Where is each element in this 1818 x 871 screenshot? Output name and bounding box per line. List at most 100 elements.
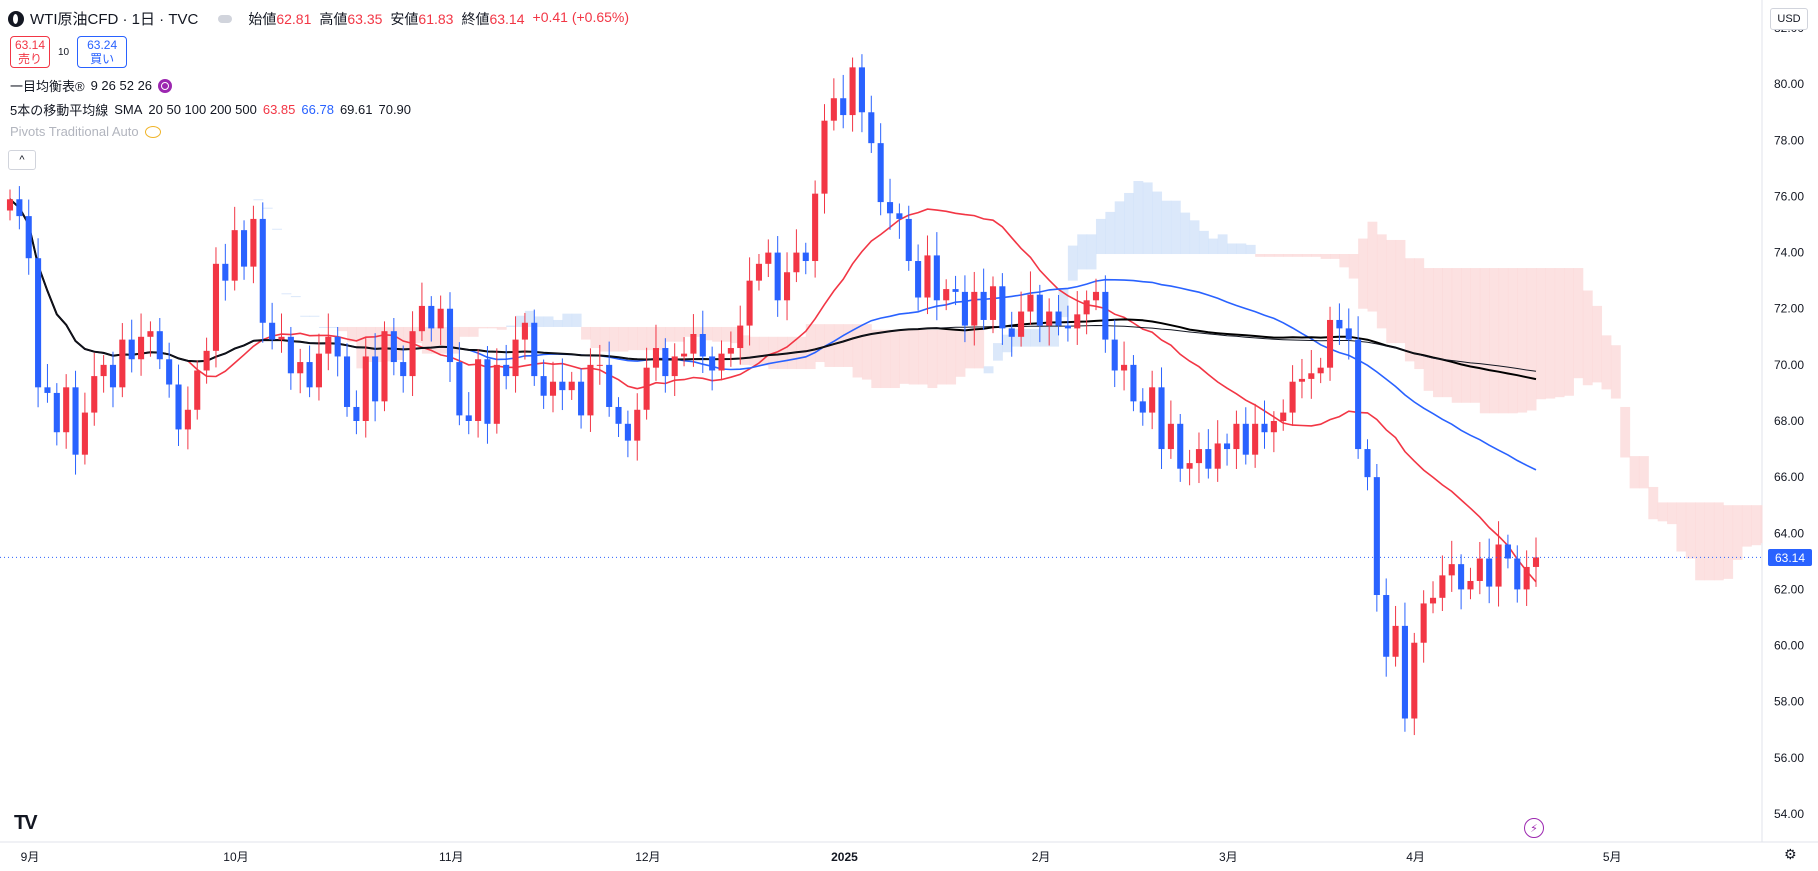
candle-body bbox=[456, 362, 463, 416]
x-tick-label: 10月 bbox=[223, 850, 248, 864]
candle-body bbox=[1476, 558, 1483, 581]
ichimoku-cloud-segment bbox=[421, 326, 432, 354]
ohlc-value: 62.81 bbox=[276, 10, 312, 27]
candle-body bbox=[784, 272, 791, 301]
candle-body bbox=[1439, 575, 1446, 598]
ichimoku-cloud-segment bbox=[384, 326, 395, 362]
chart-header: WTI原油CFD · 1日 · TVC 始値62.81 高値63.35 安値61.8… bbox=[8, 8, 629, 29]
candle-body bbox=[1139, 401, 1146, 413]
ichimoku-cloud-segment bbox=[852, 324, 863, 378]
ichimoku-cloud-segment bbox=[1461, 268, 1471, 403]
candle-body bbox=[868, 112, 875, 144]
ichimoku-cloud-segment bbox=[665, 326, 676, 342]
ichimoku-cloud-segment bbox=[1039, 324, 1050, 347]
ichimoku-cloud-segment bbox=[1713, 502, 1724, 581]
ichimoku-cloud-segment bbox=[365, 326, 376, 363]
settings-gear-icon[interactable]: ⚙ bbox=[1784, 846, 1797, 862]
indicator-ichimoku[interactable]: 一目均衡表® 9 26 52 26 bbox=[10, 76, 173, 95]
indicator-pivots[interactable]: Pivots Traditional Auto bbox=[10, 124, 161, 139]
candle-body bbox=[184, 409, 191, 430]
candle-body bbox=[1345, 328, 1352, 340]
candle-body bbox=[699, 333, 706, 357]
collapse-legend-icon[interactable] bbox=[218, 14, 233, 23]
ichimoku-cloud-segment bbox=[1657, 502, 1668, 522]
buy-button[interactable]: 63.24 買い bbox=[77, 36, 128, 68]
ichimoku-cloud-segment bbox=[777, 336, 788, 370]
refresh-cycle-icon[interactable] bbox=[158, 78, 173, 93]
ichimoku-cloud-segment bbox=[1723, 505, 1734, 579]
lightning-bolt-icon[interactable]: ⚡ bbox=[1524, 818, 1544, 838]
candle-body bbox=[25, 216, 32, 259]
candle-body bbox=[1326, 319, 1334, 368]
ichimoku-cloud-segment bbox=[1648, 486, 1659, 520]
candle-body bbox=[877, 143, 884, 203]
indicator-sma[interactable]: 5本の移動平均線 SMA 20 50 100 200 500 63.85 66.… bbox=[10, 100, 411, 119]
candle-body bbox=[812, 193, 819, 262]
ichimoku-cloud-segment bbox=[1760, 505, 1763, 544]
collapse-indicators-button[interactable]: ^ bbox=[8, 150, 36, 170]
sell-button[interactable]: 63.14 売り bbox=[10, 36, 50, 68]
currency-button[interactable]: USD bbox=[1770, 8, 1808, 30]
candle-body bbox=[999, 286, 1006, 329]
ichimoku-cloud-segment bbox=[1386, 239, 1397, 344]
candle-body bbox=[147, 331, 154, 337]
ichimoku-cloud-segment bbox=[749, 336, 760, 366]
candle-body bbox=[381, 331, 388, 402]
candle-body bbox=[1261, 423, 1268, 433]
candle-body bbox=[6, 199, 14, 211]
symbol-title[interactable]: WTI原油CFD · 1日 · TVC bbox=[30, 11, 199, 28]
candle-body bbox=[81, 412, 88, 455]
candle-body bbox=[989, 286, 997, 320]
candle-body bbox=[1027, 294, 1034, 312]
ohlc-key: 安値 bbox=[390, 10, 419, 27]
ichimoku-cloud-segment bbox=[618, 326, 629, 352]
sma-name: 5本の移動平均線 bbox=[10, 103, 109, 118]
candle-body bbox=[737, 325, 744, 349]
candle-body bbox=[755, 263, 762, 281]
last-price-label: 63.14 bbox=[1768, 549, 1812, 567]
candle-body bbox=[671, 356, 678, 377]
ichimoku-cloud-segment bbox=[1198, 230, 1209, 255]
ichimoku-cloud-segment bbox=[318, 326, 329, 328]
sell-label: 売り bbox=[17, 52, 42, 66]
candle-body bbox=[1429, 597, 1437, 604]
x-tick-label: 4月 bbox=[1406, 850, 1425, 864]
ichimoku-cloud-segment bbox=[403, 326, 414, 350]
ichimoku-cloud-segment bbox=[1638, 456, 1649, 489]
ichimoku-cloud-segment bbox=[272, 228, 282, 230]
candle-body bbox=[662, 348, 669, 377]
visibility-eye-icon[interactable] bbox=[144, 125, 161, 138]
candle-body bbox=[1383, 595, 1390, 657]
ichimoku-cloud-segment bbox=[993, 343, 1003, 361]
y-tick-label: 54.00 bbox=[1774, 807, 1804, 821]
ichimoku-cloud-segment bbox=[936, 329, 947, 385]
ichimoku-cloud-segment bbox=[983, 366, 994, 374]
tradingview-logo-icon[interactable]: TV bbox=[14, 812, 38, 834]
candle-body bbox=[166, 359, 173, 385]
candle-body bbox=[493, 364, 500, 424]
candle-body bbox=[175, 384, 182, 430]
ichimoku-cloud-segment bbox=[1517, 268, 1528, 413]
candle-body bbox=[100, 364, 107, 377]
candle-body bbox=[1121, 364, 1128, 371]
candle-body bbox=[259, 218, 266, 323]
ichimoku-cloud-segment bbox=[571, 313, 582, 327]
ichimoku-cloud-segment bbox=[478, 326, 488, 329]
candle-body bbox=[652, 348, 660, 368]
ichimoku-cloud-segment bbox=[1339, 254, 1350, 268]
candle-body bbox=[1224, 443, 1231, 450]
ichimoku-cloud-segment bbox=[918, 329, 928, 385]
sma-value-3: 69.61 bbox=[339, 102, 373, 117]
x-tick-label: 11月 bbox=[439, 850, 463, 864]
ichimoku-cloud-segment bbox=[1320, 254, 1331, 259]
y-tick-label: 62.00 bbox=[1774, 582, 1804, 596]
candle-body bbox=[306, 362, 313, 388]
candle-body bbox=[1495, 544, 1502, 587]
candle-body bbox=[1177, 423, 1184, 469]
candle-body bbox=[1111, 339, 1118, 371]
ichimoku-cloud-segment bbox=[1058, 288, 1069, 318]
ichimoku-cloud-segment bbox=[1236, 243, 1247, 255]
candle-body bbox=[409, 331, 416, 377]
candle-body bbox=[596, 364, 603, 366]
